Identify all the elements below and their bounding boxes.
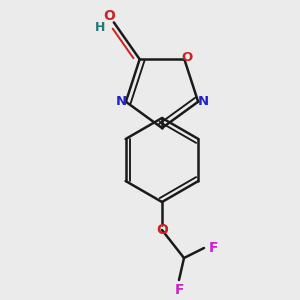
Text: N: N [198, 95, 209, 108]
Text: F: F [174, 283, 184, 297]
Text: O: O [103, 9, 115, 23]
Text: O: O [156, 223, 168, 237]
Text: O: O [182, 51, 193, 64]
Text: N: N [115, 95, 126, 108]
Text: H: H [95, 21, 105, 34]
Text: F: F [209, 241, 219, 255]
